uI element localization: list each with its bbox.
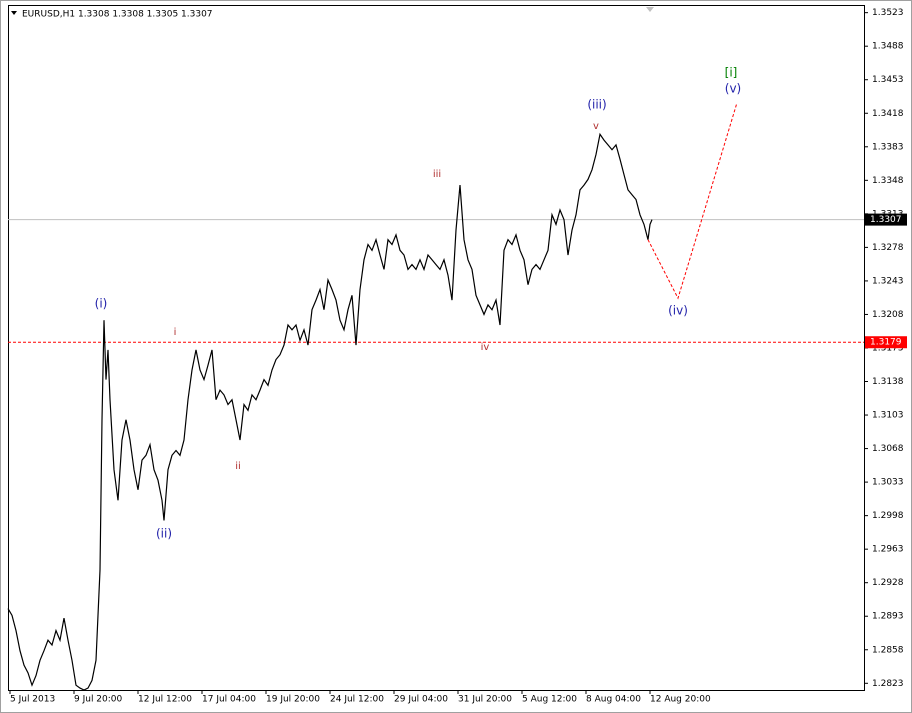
wave-label: iv	[481, 342, 490, 353]
y-tick-label: 1.3068	[872, 444, 904, 454]
x-tick-label: 8 Aug 04:00	[586, 695, 641, 705]
wave-label: (v)	[725, 82, 741, 96]
price-series	[7, 132, 653, 691]
y-tick-label: 1.3453	[872, 75, 904, 85]
x-tick-label: 5 Jul 2013	[10, 695, 55, 705]
price-label-box	[865, 213, 907, 226]
wave-label: (i)	[95, 297, 108, 311]
x-tick-label: 29 Jul 04:00	[394, 695, 448, 705]
wave-label: v	[593, 121, 599, 132]
wave-label: [i]	[725, 66, 738, 80]
y-tick-label: 1.2893	[872, 612, 904, 622]
y-tick-label: 1.3033	[872, 478, 904, 488]
y-tick-label: 1.3418	[872, 109, 904, 119]
wave-label: (iii)	[587, 98, 606, 112]
y-tick-label: 1.2928	[872, 578, 904, 588]
x-tick-label: 19 Jul 20:00	[266, 695, 320, 705]
y-tick-label: 1.2858	[872, 645, 904, 655]
y-tick-label: 1.3383	[872, 142, 904, 152]
x-tick-label: 12 Aug 20:00	[650, 695, 711, 705]
y-tick-label: 1.2963	[872, 545, 904, 555]
price-label-box	[865, 336, 907, 349]
x-tick-label: 12 Jul 12:00	[138, 695, 192, 705]
wave-label: iii	[433, 169, 441, 180]
y-tick-label: 1.3488	[872, 42, 904, 52]
wave-label: i	[174, 327, 177, 338]
price-label: 1.3307	[870, 215, 902, 225]
x-tick-label: 24 Jul 12:00	[330, 695, 384, 705]
x-tick-label: 9 Jul 20:00	[74, 695, 123, 705]
x-tick-label: 17 Jul 04:00	[202, 695, 256, 705]
y-tick-label: 1.3208	[872, 310, 904, 320]
projection-line	[647, 102, 738, 300]
y-tick-label: 1.3173	[872, 343, 904, 353]
shift-marker	[646, 7, 654, 12]
price-label: 1.3179	[870, 338, 902, 348]
y-tick-label: 1.2823	[872, 679, 904, 689]
x-tick-label: 5 Aug 12:00	[522, 695, 577, 705]
y-tick-label: 1.3243	[872, 276, 904, 286]
y-tick-label: 1.2998	[872, 511, 904, 521]
y-tick-label: 1.3278	[872, 243, 904, 253]
chart-title: EURUSD,H1 1.3308 1.3308 1.3305 1.3307	[22, 10, 213, 20]
wave-label: (ii)	[156, 527, 172, 541]
y-tick-label: 1.3348	[872, 176, 904, 186]
wave-label: ii	[235, 461, 241, 472]
menu-triangle[interactable]	[11, 11, 17, 15]
x-tick-label: 31 Jul 20:00	[458, 695, 512, 705]
wave-label: (iv)	[668, 304, 688, 318]
y-tick-label: 1.3103	[872, 411, 904, 421]
y-tick-label: 1.3138	[872, 377, 904, 387]
y-tick-label: 1.3523	[872, 8, 904, 18]
